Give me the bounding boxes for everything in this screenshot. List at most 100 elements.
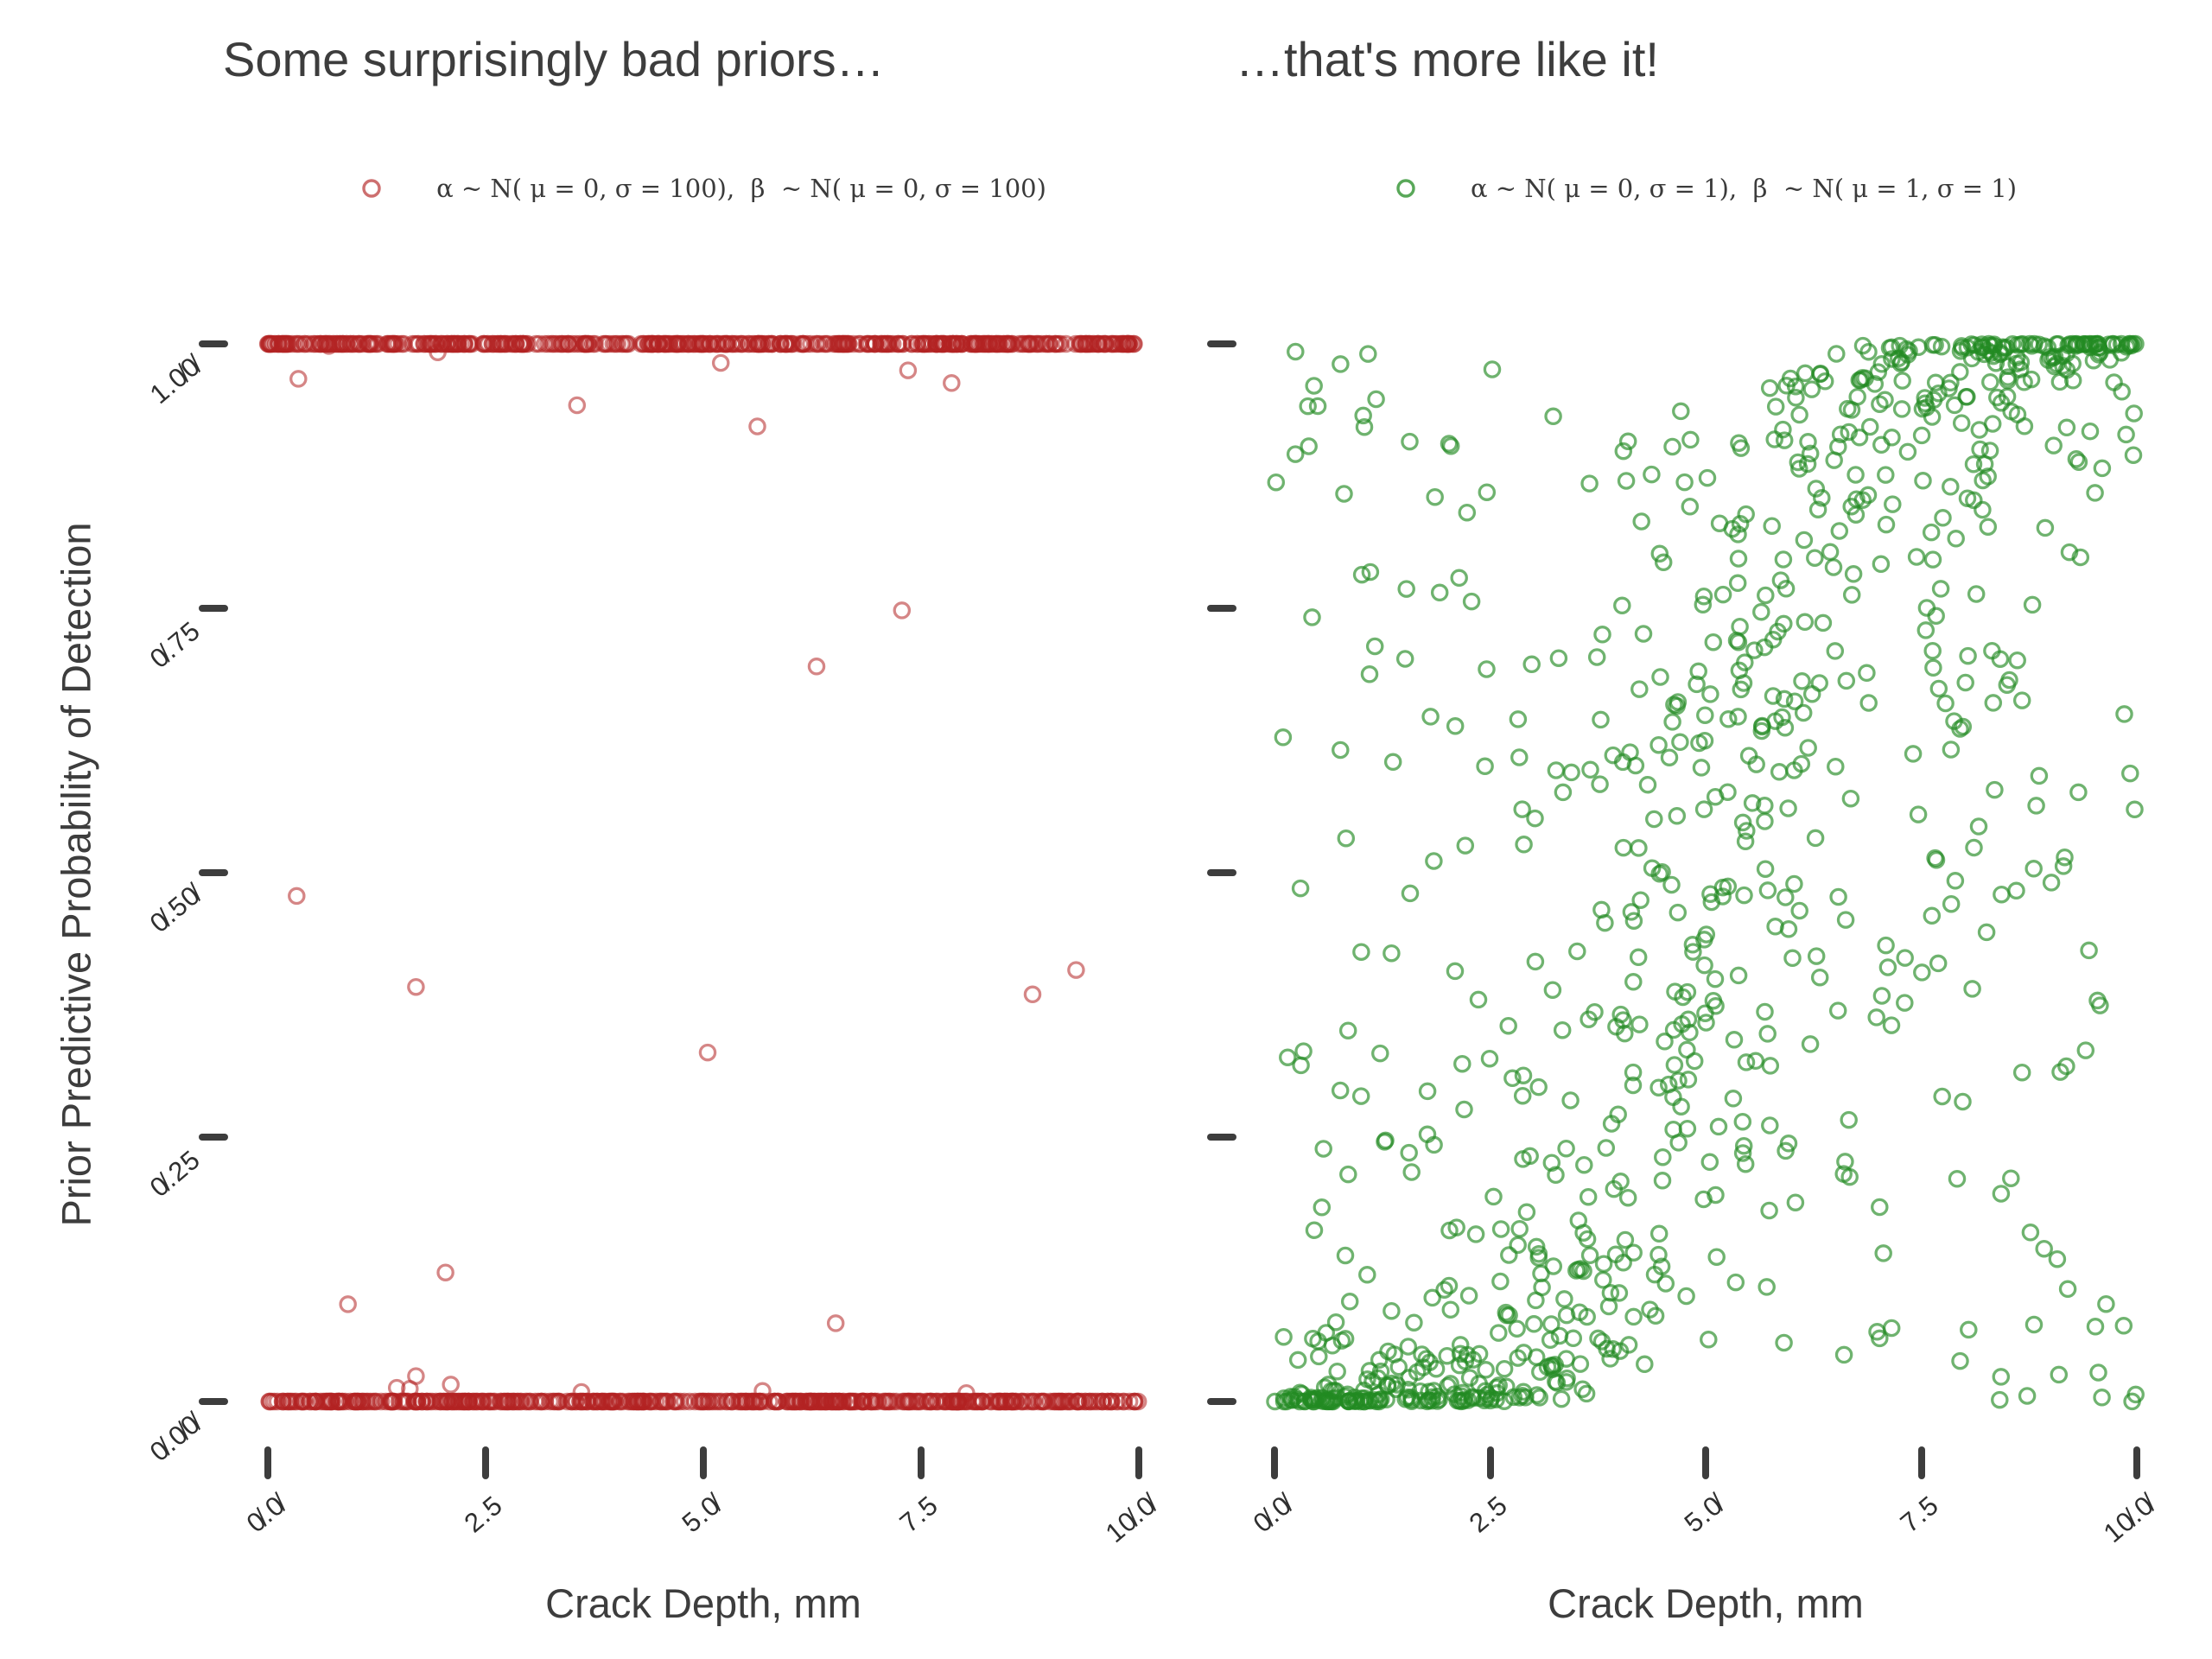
data-point [613, 334, 632, 353]
data-point [339, 1295, 357, 1313]
data-point [1483, 360, 1502, 378]
data-point [1504, 1388, 1523, 1407]
data-point [1052, 334, 1070, 353]
data-point [1706, 787, 1725, 806]
legend-open-circle-icon [1396, 179, 1415, 198]
data-point [1522, 655, 1541, 674]
data-point [1490, 1324, 1508, 1342]
data-point [1775, 690, 1794, 709]
data-point [1287, 342, 1305, 361]
data-point [1430, 583, 1449, 602]
data-point [1787, 389, 1805, 407]
data-point [1420, 1391, 1438, 1409]
data-point [1827, 757, 1845, 776]
data-point [1913, 399, 1932, 418]
data-point [1728, 574, 1747, 593]
data-point [1619, 1336, 1638, 1354]
data-point [1755, 638, 1774, 657]
data-point [1760, 1201, 1778, 1220]
data-point [583, 1392, 602, 1411]
data-point [1630, 839, 1648, 857]
data-point [1616, 1024, 1634, 1043]
data-point [1440, 1276, 1459, 1295]
data-point [1923, 906, 1942, 925]
data-point [427, 334, 446, 353]
x-tick-mark [1271, 1446, 1278, 1479]
data-point [1798, 454, 1817, 474]
data-point [567, 334, 585, 353]
data-point [902, 1392, 920, 1411]
data-point [700, 334, 719, 353]
data-point [2030, 766, 2049, 785]
data-point [1478, 483, 1497, 501]
data-point [1294, 1042, 1313, 1060]
legend-label-bad-priors: α ~ N( μ = 0, σ = 100), β ~ N( μ = 0, σ … [436, 174, 1046, 203]
data-point [1671, 733, 1689, 752]
data-point [648, 334, 666, 353]
data-point [1696, 706, 1714, 724]
data-point [1882, 1319, 1901, 1338]
data-point [1458, 503, 1477, 522]
data-point [1618, 1188, 1637, 1207]
data-point [2012, 335, 2030, 353]
data-point [1917, 599, 1936, 617]
data-point [910, 1392, 929, 1411]
data-point [1727, 632, 1746, 650]
data-point [1916, 621, 1936, 639]
data-point [1630, 1015, 1649, 1033]
data-point [1834, 1345, 1853, 1364]
data-point [1884, 495, 1902, 513]
data-point [2089, 346, 2108, 364]
data-point [1331, 1081, 1350, 1100]
data-point [1992, 1185, 2011, 1203]
data-point [283, 1392, 302, 1411]
data-point [1668, 696, 1686, 715]
x-axis-label-right: Crack Depth, mm [1548, 1580, 1864, 1626]
data-point [1790, 460, 1808, 478]
data-point [1401, 432, 1419, 451]
data-point [1844, 565, 1863, 583]
data-point [1365, 637, 1384, 656]
data-point [1916, 389, 1934, 407]
data-point [778, 1392, 796, 1411]
data-point [749, 334, 767, 353]
data-point [1967, 585, 1986, 603]
data-point [1530, 1389, 1548, 1407]
data-point [628, 1392, 647, 1411]
data-point [1435, 1281, 1453, 1299]
data-point [1602, 1115, 1621, 1133]
data-point [1546, 1356, 1564, 1374]
data-point [1663, 713, 1681, 731]
data-point [1959, 646, 1977, 665]
data-point [1669, 1134, 1688, 1152]
data-point [1814, 613, 1833, 632]
data-point [1986, 780, 2004, 799]
data-point [1923, 641, 1942, 660]
data-point [1499, 1016, 1517, 1035]
data-point [502, 1392, 520, 1411]
data-point [1525, 1315, 1543, 1333]
data-point [1515, 836, 1533, 854]
data-point [1360, 665, 1379, 683]
data-point [367, 1392, 385, 1411]
data-point [1734, 1136, 1753, 1155]
data-point [967, 334, 986, 353]
data-point [1954, 717, 1973, 736]
data-point [301, 1392, 319, 1411]
data-point [1641, 1300, 1659, 1319]
data-point [387, 1378, 406, 1397]
x-tick-mark [1702, 1446, 1709, 1479]
data-point [1690, 734, 1708, 753]
y-tick-mark [199, 1134, 228, 1141]
data-point [1694, 800, 1713, 818]
data-point [944, 334, 963, 353]
data-point [1850, 428, 1869, 447]
data-point [1709, 1117, 1728, 1136]
data-point [2048, 1249, 2067, 1268]
data-point [1593, 626, 1611, 644]
data-point [2008, 651, 2026, 670]
data-point [1417, 1350, 1435, 1368]
data-point [787, 1392, 805, 1411]
data-point [699, 1392, 717, 1411]
data-point [1578, 1230, 1597, 1249]
